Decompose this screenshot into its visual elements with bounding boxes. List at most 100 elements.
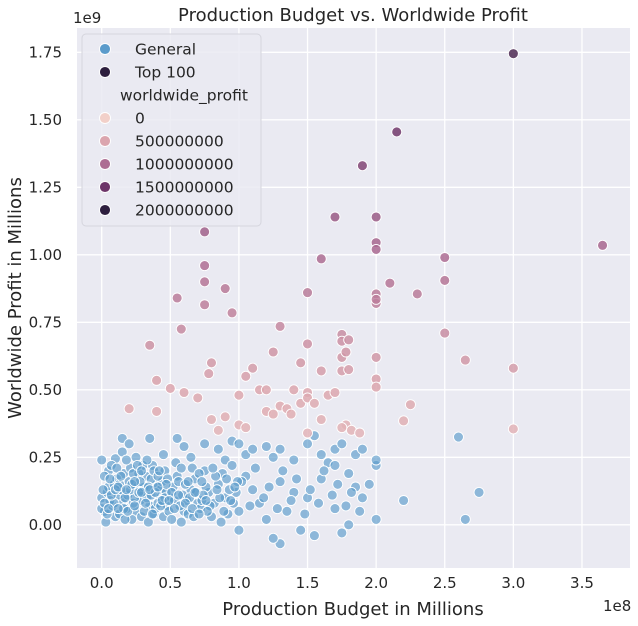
general-point <box>185 451 197 463</box>
general-point <box>332 478 344 490</box>
general-point <box>166 513 178 525</box>
top-100-point <box>302 427 313 439</box>
general-point <box>267 532 279 544</box>
general-point <box>189 486 201 498</box>
top-100-point <box>199 276 211 288</box>
top-100-point <box>356 160 368 172</box>
general-point <box>398 495 410 506</box>
general-point <box>247 443 259 455</box>
legend-box <box>81 33 262 227</box>
top-100-point <box>340 346 352 358</box>
legend-marker <box>99 158 111 170</box>
y-tick-label: 0.00 <box>29 516 62 534</box>
general-point <box>103 503 115 515</box>
top-100-point <box>370 351 382 363</box>
general-point <box>285 495 297 506</box>
general-point <box>345 486 357 498</box>
x-tick-label: 3.0 <box>501 574 525 592</box>
general-point <box>288 454 300 466</box>
general-point <box>277 465 289 477</box>
top-100-point <box>302 287 313 299</box>
x-tick-label: 3.5 <box>570 574 594 592</box>
top-100-point <box>315 414 327 425</box>
general-point <box>182 476 194 488</box>
general-point <box>356 443 368 455</box>
top-100-point <box>178 387 190 398</box>
y-axis-offset-label: 1e9 <box>73 9 101 27</box>
top-100-point <box>199 260 211 272</box>
legend-marker <box>99 181 111 193</box>
general-point <box>459 513 471 525</box>
general-point <box>171 432 183 444</box>
top-100-point <box>267 346 279 358</box>
top-100-point <box>308 397 320 409</box>
top-100-point <box>206 414 217 425</box>
top-100-point <box>439 275 451 286</box>
general-point <box>260 441 272 452</box>
top-100-point <box>439 252 451 263</box>
legend-label: 2000000000 <box>135 202 234 220</box>
general-point <box>140 497 152 509</box>
top-100-point <box>329 211 341 223</box>
top-100-point <box>151 405 163 417</box>
general-point <box>120 484 132 496</box>
general-point <box>304 484 316 496</box>
general-point <box>329 503 341 515</box>
general-point <box>129 500 141 512</box>
top-100-point <box>219 283 231 294</box>
gridlines <box>77 28 630 568</box>
general-point <box>336 438 348 450</box>
top-100-point <box>370 293 382 305</box>
top-100-point <box>144 339 156 351</box>
top-100-point <box>343 364 355 375</box>
top-100-point <box>171 292 183 304</box>
top-100-point <box>288 384 300 396</box>
top-100-point <box>212 424 224 436</box>
general-point <box>178 441 190 452</box>
general-point <box>370 454 382 466</box>
x-tick-label: 0.0 <box>90 574 114 592</box>
general-point <box>233 505 245 517</box>
general-point <box>212 443 224 455</box>
general-point <box>115 470 127 482</box>
top-100-point <box>274 320 286 332</box>
general-point <box>199 438 211 450</box>
top-100-point <box>199 226 211 238</box>
general-point <box>313 497 324 509</box>
top-100-point <box>192 392 204 404</box>
general-point <box>302 438 313 450</box>
top-100-point <box>507 362 519 374</box>
top-100-point <box>247 362 259 374</box>
general-point <box>163 495 175 506</box>
general-point <box>196 476 208 488</box>
top-100-point <box>219 411 231 423</box>
top-100-point <box>164 383 176 394</box>
legend-label: General <box>135 41 196 59</box>
general-point <box>343 468 355 479</box>
top-100-point <box>370 381 382 393</box>
general-point <box>354 505 366 517</box>
top-100-point <box>370 211 382 223</box>
x-tick-label: 0.5 <box>158 574 182 592</box>
general-point <box>271 503 283 515</box>
general-point <box>329 459 341 471</box>
general-point <box>281 505 293 517</box>
top-100-point <box>459 354 471 366</box>
chart-title: Production Budget vs. Worldwide Profit <box>178 5 528 26</box>
legend-label: 1000000000 <box>135 156 234 174</box>
top-100-point <box>411 288 423 300</box>
legend-label: 1500000000 <box>135 179 234 197</box>
general-point <box>120 454 132 466</box>
general-point <box>152 481 164 493</box>
legend-label: 0 <box>135 110 145 128</box>
general-point <box>356 492 368 504</box>
general-point <box>104 473 116 485</box>
x-tick-label: 1.0 <box>227 574 251 592</box>
general-point <box>141 454 153 466</box>
series-top-100 <box>123 48 609 439</box>
general-point <box>112 503 124 515</box>
general-point <box>258 492 270 504</box>
top-100-point <box>391 126 403 138</box>
legend-marker <box>99 112 111 124</box>
top-100-point <box>203 368 215 380</box>
